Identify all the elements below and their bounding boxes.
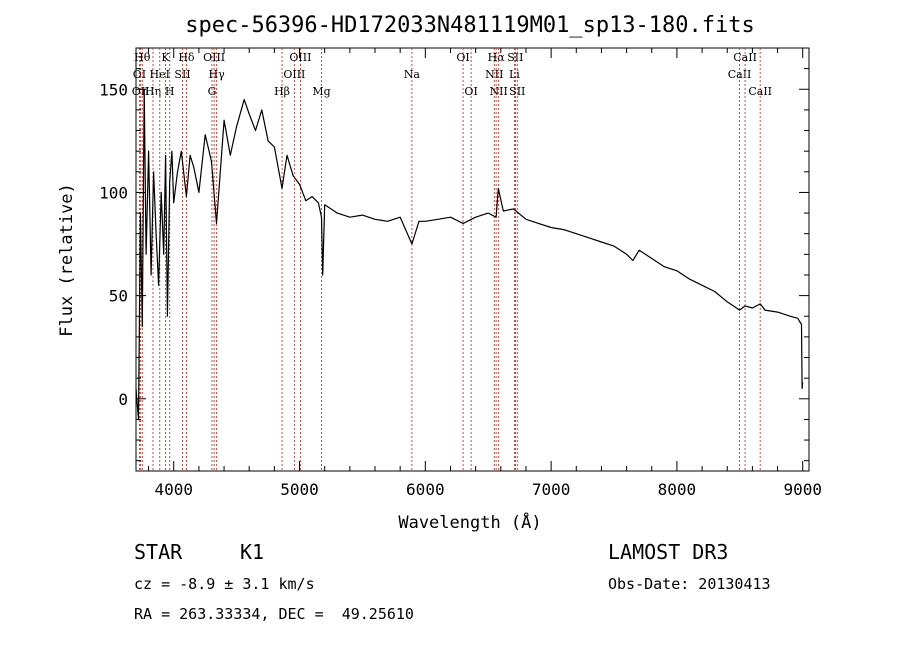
x-tick-label: 9000 xyxy=(783,480,822,499)
line-label: SII xyxy=(174,68,190,81)
line-label: Li xyxy=(509,68,520,81)
line-label: OI xyxy=(456,51,469,64)
line-label: OII xyxy=(132,85,150,98)
line-label: Hα xyxy=(488,51,506,64)
y-axis-label: Flux (relative) xyxy=(57,183,77,337)
redshift-cz: cz = -8.9 ± 3.1 km/s xyxy=(134,575,315,593)
axis-ticks-layer: 4000 5000 6000 7000 8000 9000 0 50 100 150 xyxy=(99,47,822,499)
line-label: CaII xyxy=(728,68,752,81)
line-label: SII xyxy=(509,85,525,98)
line-label: K xyxy=(161,51,170,64)
line-label: H xyxy=(165,85,175,98)
line-label: HeI xyxy=(150,68,170,81)
line-label: SII xyxy=(507,51,523,64)
line-label: Mg xyxy=(312,85,330,98)
x-tick-label: 7000 xyxy=(532,480,571,499)
line-label: Hδ xyxy=(178,51,195,64)
line-label: Hβ xyxy=(274,85,290,98)
y-tick-label: 150 xyxy=(99,80,128,99)
line-label: OI xyxy=(133,68,146,81)
line-label: G xyxy=(208,85,217,98)
line-label: OIII xyxy=(289,51,311,64)
line-label: Hη xyxy=(145,85,161,98)
plot-frame xyxy=(135,47,810,472)
line-label: NII xyxy=(490,85,508,98)
spectral-subclass: K1 xyxy=(240,540,265,564)
line-label: NII xyxy=(485,68,503,81)
line-label: Na xyxy=(404,68,421,81)
x-tick-label: 5000 xyxy=(280,480,319,499)
emission-lines-layer: OI OII Hθ Hη HeI K H SII Hδ G OIII Hγ Hβ OIII OIII Mg Na… xyxy=(132,48,772,471)
object-class: STAR xyxy=(134,540,183,564)
line-label: Hθ xyxy=(134,51,151,64)
observation-date: Obs-Date: 20130413 xyxy=(608,575,771,593)
x-tick-label: 6000 xyxy=(406,480,445,499)
y-tick-label: 0 xyxy=(118,390,128,409)
line-label: OIII xyxy=(203,51,225,64)
y-tick-label: 100 xyxy=(99,183,128,202)
x-tick-label: 4000 xyxy=(154,480,193,499)
line-label: CaII xyxy=(748,85,772,98)
line-label: OI xyxy=(464,85,477,98)
series-layer xyxy=(135,88,804,420)
survey-label: LAMOST DR3 xyxy=(608,540,729,564)
line-label: CaII xyxy=(733,51,757,64)
line-label: Hγ xyxy=(209,68,226,81)
y-tick-label: 50 xyxy=(109,287,128,306)
x-tick-label: 8000 xyxy=(658,480,697,499)
spectrum-line xyxy=(135,88,804,420)
coordinates: RA = 263.33334, DEC = 49.25610 xyxy=(134,605,414,623)
x-axis-label: Wavelength (Å) xyxy=(398,511,541,533)
chart-title: spec-56396-HD172033N481119M01_sp13-180.f… xyxy=(185,13,755,38)
line-label: OIII xyxy=(283,68,305,81)
